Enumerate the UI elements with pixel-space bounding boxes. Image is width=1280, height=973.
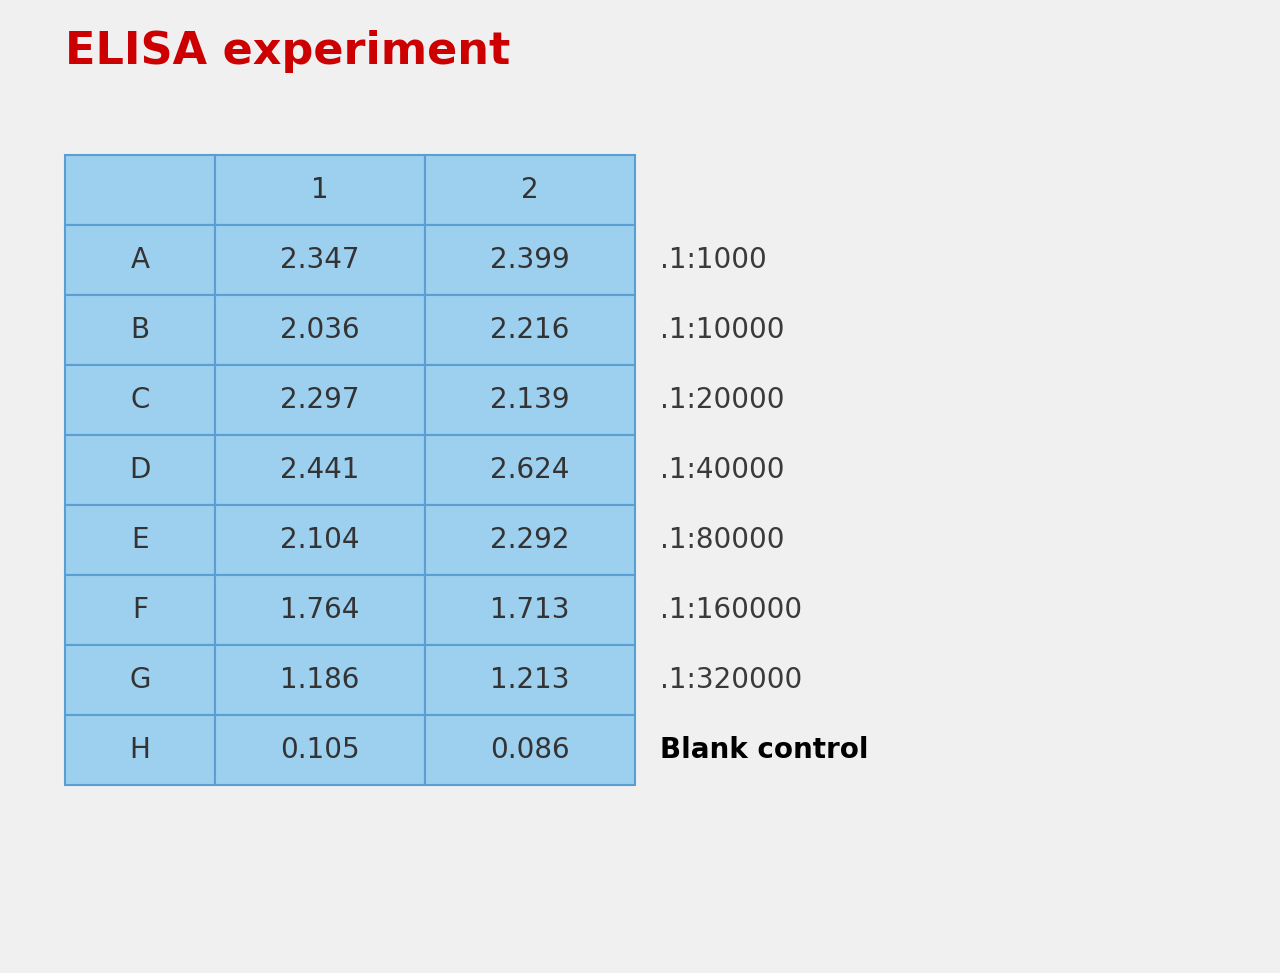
Text: 2.399: 2.399 (490, 246, 570, 274)
Text: Blank control: Blank control (660, 736, 869, 764)
Bar (425, 575, 635, 645)
Text: ELISA experiment: ELISA experiment (65, 30, 511, 73)
Bar (215, 365, 425, 435)
Bar (215, 575, 425, 645)
Bar (65, 505, 215, 575)
Text: 1.764: 1.764 (280, 596, 360, 624)
Text: 2.441: 2.441 (280, 456, 360, 484)
Text: 2.347: 2.347 (280, 246, 360, 274)
Bar (425, 225, 635, 295)
Bar (65, 155, 215, 225)
Text: 2.624: 2.624 (490, 456, 570, 484)
Bar (425, 645, 635, 715)
Bar (65, 715, 215, 785)
Text: 1.213: 1.213 (490, 666, 570, 694)
Bar (215, 645, 425, 715)
Bar (215, 225, 425, 295)
Text: B: B (131, 316, 150, 344)
Text: .1:1000: .1:1000 (660, 246, 767, 274)
Bar (65, 645, 215, 715)
Bar (425, 365, 635, 435)
Text: C: C (131, 386, 150, 414)
Text: G: G (129, 666, 151, 694)
Text: 1.713: 1.713 (490, 596, 570, 624)
Text: 1: 1 (311, 176, 329, 204)
Bar (65, 435, 215, 505)
Text: A: A (131, 246, 150, 274)
Bar (215, 295, 425, 365)
Bar (215, 435, 425, 505)
Text: .1:160000: .1:160000 (660, 596, 803, 624)
Text: .1:20000: .1:20000 (660, 386, 785, 414)
Text: 2: 2 (521, 176, 539, 204)
Bar (425, 295, 635, 365)
Bar (65, 295, 215, 365)
Text: 0.105: 0.105 (280, 736, 360, 764)
Text: 0.086: 0.086 (490, 736, 570, 764)
Bar (65, 365, 215, 435)
Bar (425, 155, 635, 225)
Text: D: D (129, 456, 151, 484)
Bar (65, 575, 215, 645)
Text: 2.292: 2.292 (490, 526, 570, 554)
Text: 2.036: 2.036 (280, 316, 360, 344)
Bar (425, 715, 635, 785)
Text: H: H (129, 736, 151, 764)
Bar (215, 155, 425, 225)
Bar (215, 505, 425, 575)
Text: 1.186: 1.186 (280, 666, 360, 694)
Text: .1:40000: .1:40000 (660, 456, 785, 484)
Text: E: E (131, 526, 148, 554)
Text: 2.297: 2.297 (280, 386, 360, 414)
Bar (425, 435, 635, 505)
Text: 2.216: 2.216 (490, 316, 570, 344)
Bar (425, 505, 635, 575)
Text: 2.139: 2.139 (490, 386, 570, 414)
Text: 2.104: 2.104 (280, 526, 360, 554)
Bar (215, 715, 425, 785)
Text: F: F (132, 596, 148, 624)
Text: .1:320000: .1:320000 (660, 666, 803, 694)
Text: .1:80000: .1:80000 (660, 526, 785, 554)
Bar (65, 225, 215, 295)
Text: .1:10000: .1:10000 (660, 316, 785, 344)
